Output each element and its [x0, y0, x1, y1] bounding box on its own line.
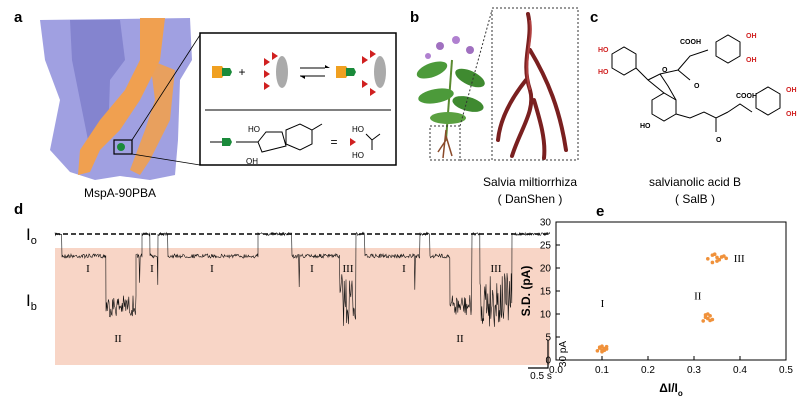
inset-label: =	[330, 135, 337, 149]
inset-label: HO	[352, 151, 364, 160]
y-axis-label: S.D. (pA)	[519, 266, 533, 317]
inset-label: +	[238, 65, 245, 79]
state-label: I	[86, 263, 90, 275]
panel-label: b	[410, 9, 419, 26]
y-tick-label: 30	[540, 218, 552, 229]
inset-label: HO	[248, 125, 260, 134]
state-label: I	[210, 263, 214, 275]
y-tick-label: 0	[545, 356, 551, 367]
y-tick-label: 10	[540, 310, 552, 321]
cluster-label: II	[694, 291, 702, 303]
atom-label: OH	[746, 33, 757, 40]
point	[595, 349, 600, 353]
atom-label: O	[716, 137, 722, 144]
cluster-label: I	[601, 298, 605, 310]
y-tick-label: 25	[540, 241, 552, 252]
y-tick-label: 15	[540, 287, 552, 298]
atom-label: HO	[598, 47, 609, 54]
x-tick-label: 0.4	[733, 365, 747, 376]
x-tick-label: 0.0	[549, 365, 563, 376]
x-axis-label-sub: o	[678, 389, 683, 398]
point	[597, 346, 602, 350]
point	[701, 319, 705, 323]
state-label: I	[402, 263, 406, 275]
panel-label: a	[14, 9, 23, 26]
point	[717, 257, 722, 262]
molecule	[611, 34, 781, 132]
protein-illustration	[40, 18, 201, 180]
state-label: II	[456, 333, 464, 345]
point	[724, 256, 728, 261]
x-axis-label: ΔI/Io	[659, 381, 683, 398]
scale-label: 30 pA	[558, 341, 569, 367]
atom-label: COOH	[680, 39, 701, 46]
atom-label: O	[662, 67, 668, 74]
atom-label: OH	[786, 111, 797, 118]
panel-label: e	[596, 203, 604, 220]
atom-label: O	[694, 83, 700, 90]
point	[710, 260, 715, 265]
y-tick-label: 20	[540, 264, 552, 275]
point	[715, 255, 719, 260]
atom-label: OH	[786, 87, 797, 94]
point	[706, 257, 710, 261]
state-label: I	[150, 263, 154, 275]
subcaption: ( DanShen )	[498, 192, 563, 206]
atom-label: HO	[640, 123, 651, 130]
level-label: Ib	[26, 291, 37, 313]
state-label: I	[310, 263, 314, 275]
x-tick-label: 0.3	[687, 365, 701, 376]
atom-label: OH	[746, 57, 757, 64]
point	[708, 318, 712, 323]
atom-label: COOH	[736, 93, 757, 100]
blocked-region	[55, 248, 550, 365]
caption: MspA-90PBA	[84, 186, 156, 200]
level-label: Io	[26, 225, 37, 247]
point	[602, 348, 607, 353]
caption: Salvia miltiorrhiza	[483, 175, 577, 189]
caption: salvianolic acid B	[649, 175, 741, 189]
x-tick-label: 0.5	[779, 365, 793, 376]
point	[604, 344, 609, 349]
panel-label: c	[590, 9, 598, 26]
y-tick-label: 5	[545, 333, 551, 344]
scale-bar	[528, 340, 549, 369]
state-label: III	[343, 263, 354, 275]
scale-label: 0.5 s	[530, 371, 552, 382]
plot-frame	[555, 221, 787, 361]
panel-label: d	[14, 201, 23, 218]
state-label: III	[491, 263, 502, 275]
atom-label: HO	[598, 69, 609, 76]
subcaption: ( SalB )	[675, 192, 715, 206]
x-axis-label-main: ΔI/I	[659, 381, 678, 395]
current-trace	[54, 231, 551, 327]
point	[712, 252, 717, 256]
x-tick-label: 0.2	[641, 365, 655, 376]
plant-illustration	[416, 7, 579, 161]
x-tick-label: 0.1	[595, 365, 609, 376]
inset	[199, 32, 397, 166]
state-label: II	[114, 333, 122, 345]
point	[722, 254, 726, 258]
inset-label: HO	[352, 125, 364, 134]
cluster-label: III	[734, 253, 745, 265]
inset-label: OH	[246, 157, 258, 166]
point	[703, 313, 708, 317]
